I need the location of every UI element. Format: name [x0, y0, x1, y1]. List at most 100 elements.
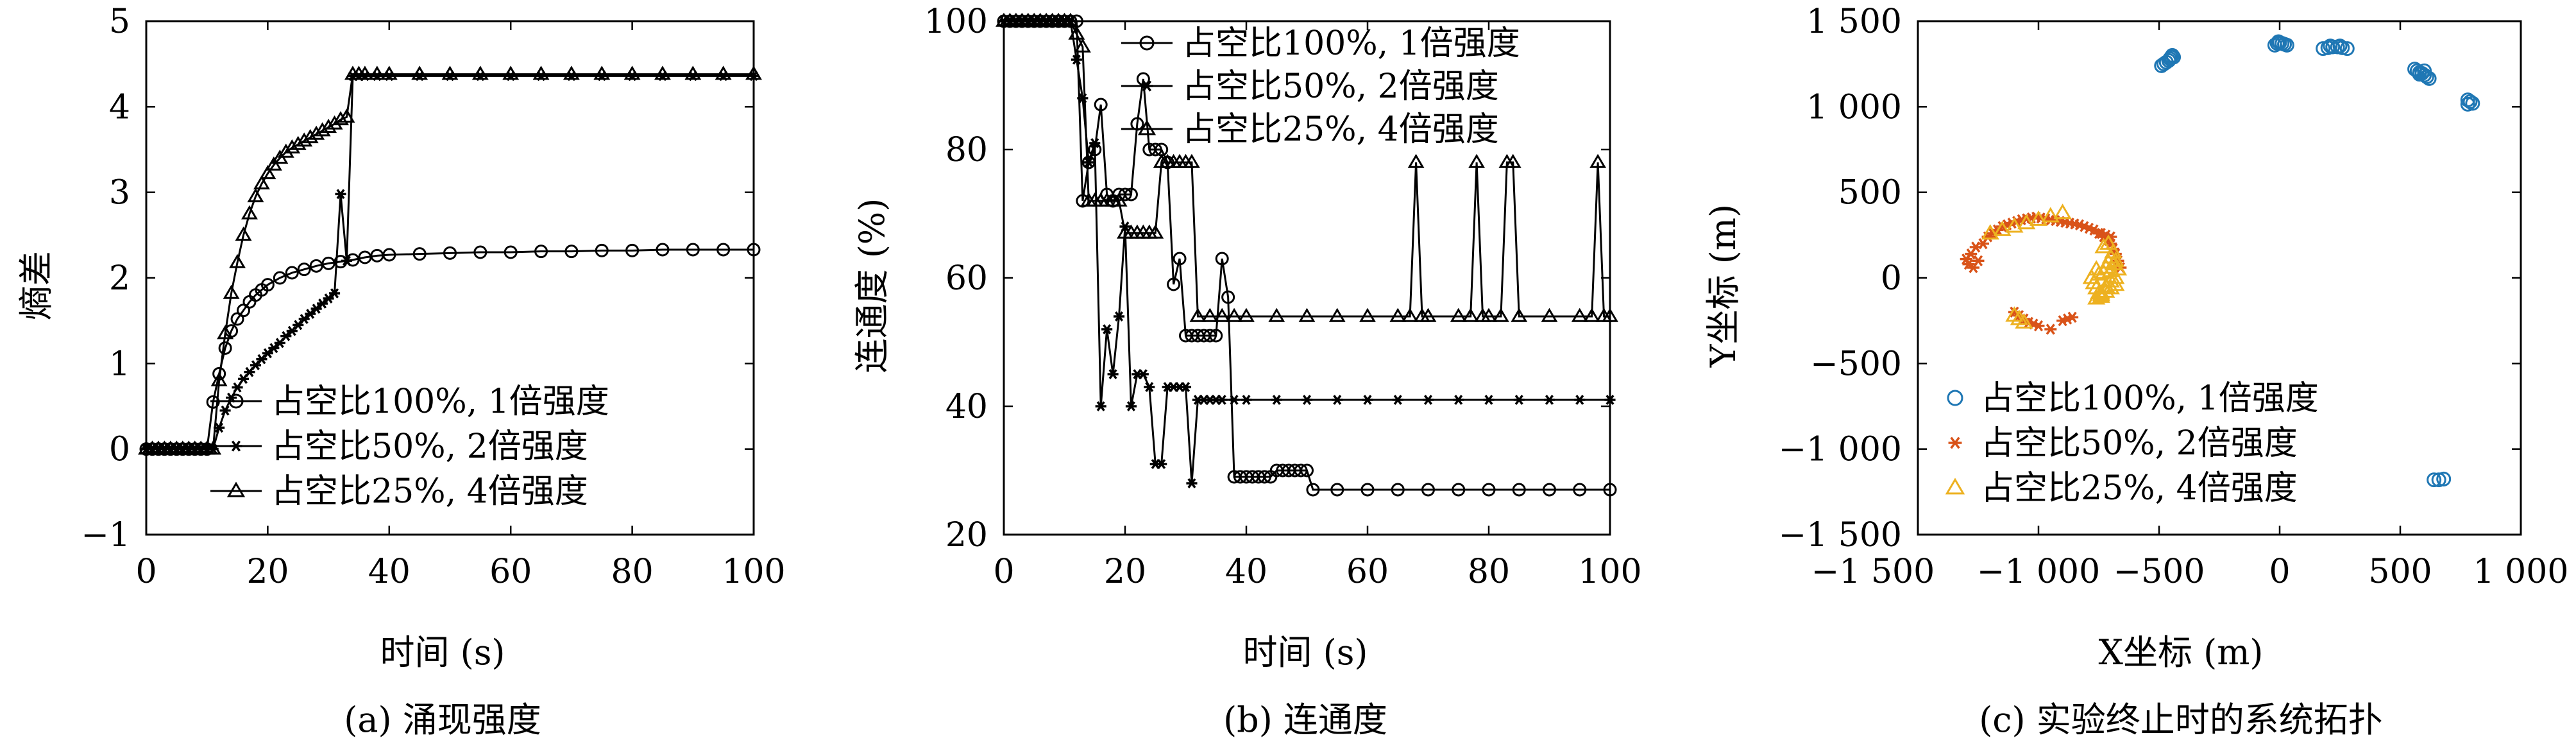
panel-a-series-1-point: [656, 243, 670, 257]
panel-b-series-2-point: [1392, 395, 1403, 405]
panel-a-series-1-point: [285, 266, 299, 280]
panel-a-legend-label: 占空比100%, 1倍强度: [271, 383, 609, 421]
panel-b-series-3-point: [1298, 307, 1316, 322]
panel-a-ytick-label: 4: [109, 88, 130, 126]
panel-a-series-3-point: [289, 135, 307, 150]
panel-a-series-2-point: [335, 189, 346, 200]
panel-a-series-2-point: [232, 382, 243, 393]
panel-b-legend-label: 占空比100%, 1倍强度: [1182, 24, 1520, 63]
panel-b-series-2-point: [1156, 459, 1167, 469]
panel-b-connectivity: (b) 连通度 时间 (s) 连通度 (%) 0 20 40 60 80 10020406…: [852, 3, 1642, 740]
panel-b-series-1-point: [1257, 470, 1271, 484]
panel-b-series-2-point: [1114, 311, 1125, 322]
panel-b-series-2-point: [1604, 395, 1616, 405]
panel-b-xtick-label: 0: [993, 553, 1014, 591]
panel-b-series-2-point: [1241, 395, 1252, 405]
panel-c-series-1-point: [2271, 34, 2286, 49]
panel-a-series-2-point: [329, 288, 341, 298]
panel-a-series-1-point: [716, 243, 731, 257]
panel-b-series-3-point: [1074, 38, 1091, 53]
panel-a-series-2-point: [262, 348, 273, 359]
panel-a-series-3-point: [235, 227, 252, 241]
panel-b-series-2-point: [1513, 395, 1525, 405]
panel-a-series-2-point: [286, 325, 298, 336]
panel-c-xtick-label: −500: [2114, 553, 2205, 591]
panel-a-ytick-label: −1: [81, 516, 130, 555]
panel-a-series-3-point: [241, 205, 258, 220]
panel-a-series-1: [139, 243, 761, 456]
panel-c-series-3-point: [1981, 224, 1999, 240]
panel-c-series-2-point: [1972, 255, 1985, 266]
panel-b-series-2-point: [1089, 138, 1101, 148]
panel-c-legend-label: 占空比25%, 4倍强度: [1981, 469, 2298, 508]
panel-a-series-3-point: [253, 175, 270, 190]
panel-a-caption: (a) 涌现强度: [344, 700, 541, 740]
panel-b-series-1-point: [1330, 483, 1344, 497]
panel-a-ytick-label: 0: [109, 431, 130, 469]
panel-b-xlabel: 时间 (s): [1242, 632, 1368, 673]
panel-b-caption: (b) 连通度: [1223, 700, 1387, 740]
panel-a-series-1-point: [595, 243, 609, 257]
panel-b-series-1-point: [1124, 187, 1138, 202]
panel-a-series-3-point: [684, 65, 702, 80]
panel-c-series-3-point: [2104, 255, 2123, 271]
panel-c-series-3-point: [2053, 203, 2072, 220]
panel-b-series-2-point: [1228, 395, 1240, 405]
panel-b-ylabel: 连通度 (%): [852, 198, 892, 374]
panel-c-legend-label: 占空比50%, 2倍强度: [1981, 424, 2298, 463]
panel-b-xtick-label: 80: [1468, 553, 1510, 591]
panel-b-series-3-point: [1511, 307, 1528, 322]
panel-c-caption: (c) 实验终止时的系统拓扑: [1979, 700, 2383, 740]
panel-a-series-3-point: [210, 372, 228, 386]
panel-b-series-1-point: [1221, 290, 1235, 304]
panel-b-series-3-point: [1492, 307, 1509, 322]
panel-b-series-3-point: [1450, 307, 1467, 322]
panel-a-series-3-point: [654, 65, 671, 80]
panel-b-series-1-point: [1391, 483, 1405, 497]
panel-c-series-1-point: [2417, 63, 2432, 78]
panel-a-series-3-point: [308, 125, 325, 140]
panel-a-series-3-point: [593, 65, 611, 80]
panel-b-series-3-point: [1328, 307, 1346, 322]
panel-b-series-1-point: [1215, 252, 1229, 266]
panel-b-series-3-line: [1004, 20, 1610, 318]
panel-c-series-1-point: [2436, 471, 2452, 486]
panel-b-series-3-point: [1583, 307, 1600, 322]
panel-b-series-2-point: [1107, 369, 1119, 379]
panel-c-series-1-point: [2421, 71, 2437, 86]
panel-a-series-2-point: [292, 320, 304, 331]
panel-b-series-2-point: [1271, 395, 1282, 405]
panel-c-series-3: [1981, 203, 2128, 329]
panel-b-series-2-point: [1362, 395, 1373, 405]
panel-b-legend-label: 占空比25%, 4倍强度: [1182, 110, 1499, 149]
panel-b-series-2-point: [1574, 395, 1586, 405]
panel-a-series-3-point: [326, 115, 343, 130]
panel-b-series-3-point: [1462, 307, 1479, 322]
panel-b-series-1-point: [1573, 483, 1587, 497]
panel-a-series-1-point: [382, 248, 396, 262]
panel-c-ytick-label: 1 000: [1806, 88, 1902, 126]
panel-a-series-1-point: [625, 243, 640, 257]
panel-c-series-2-point: [2105, 231, 2117, 243]
panel-a-ylabel: 熵差: [16, 251, 56, 320]
panel-b-series-1-point: [1203, 329, 1217, 343]
panel-c-series-2-point: [2032, 320, 2045, 332]
panel-a-series-1-point: [534, 245, 548, 259]
panel-a-series-2-point: [341, 255, 353, 266]
panel-a-xlabel: 时间 (s): [380, 632, 505, 673]
panel-a-ytick-label: 2: [109, 259, 130, 298]
panel-b-series-1-point: [1300, 463, 1314, 478]
panel-b-xtick-label: 60: [1346, 553, 1389, 591]
panel-c-series-3-point: [1993, 220, 2012, 236]
panel-b-series-1-point: [1452, 483, 1466, 497]
panel-a-legend-label: 占空比25%, 4倍强度: [271, 472, 588, 511]
panel-c-legend-marker: [1947, 390, 1963, 406]
panel-b-series-3-point: [1189, 307, 1207, 322]
panel-b-series-2-point: [1125, 401, 1137, 411]
panel-a-series-1-point: [747, 243, 761, 257]
panel-a-series-1-point: [564, 245, 579, 259]
panel-a-series-1-point: [686, 243, 700, 257]
panel-a-series-1-point: [443, 246, 457, 260]
panel-a-series-3-point: [623, 65, 641, 80]
